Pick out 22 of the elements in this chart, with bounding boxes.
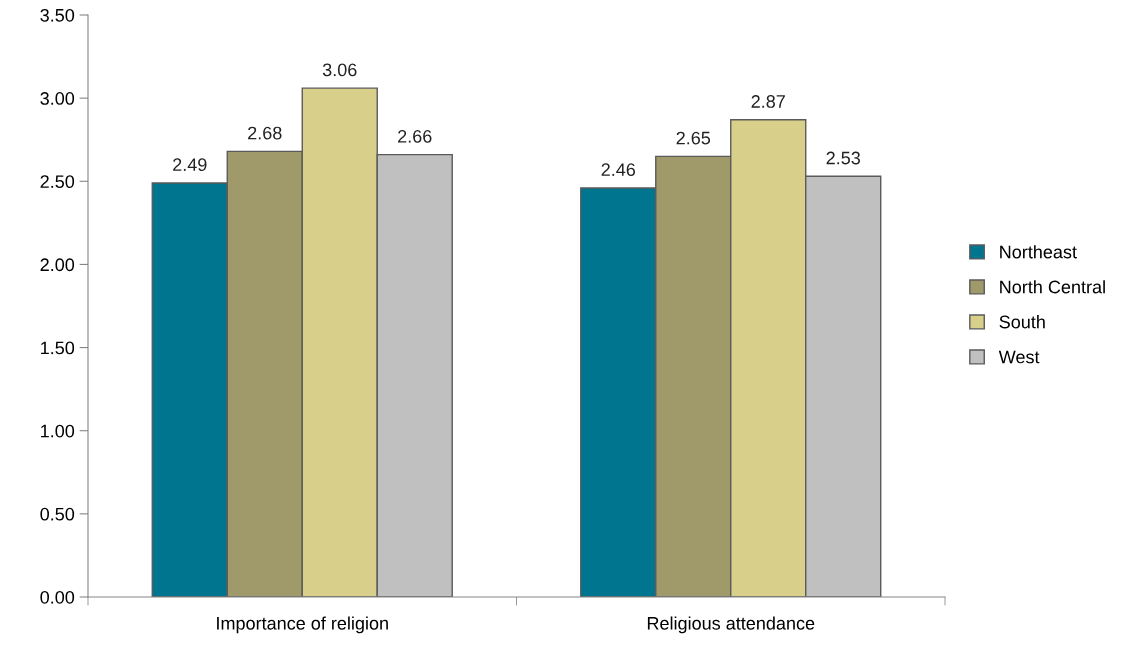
y-tick-label: 2.00 [40, 258, 75, 272]
y-tick-label: 1.50 [41, 341, 75, 355]
y-tick-label: 0.00 [40, 590, 75, 604]
data-label: 2.66 [398, 129, 432, 143]
legend-label: West [998, 350, 1040, 364]
y-tick-label: 1.00 [41, 424, 75, 438]
data-label: 3.06 [322, 63, 357, 77]
data-label: 2.49 [173, 158, 207, 172]
legend-label: Northeast [1000, 245, 1077, 259]
legend-label: South [999, 315, 1045, 329]
x-tick-label: Religious attendance [647, 616, 815, 634]
data-label: 2.46 [601, 163, 636, 177]
y-tick-label: 2.50 [40, 175, 75, 189]
y-tick-label: 0.50 [40, 507, 75, 521]
data-label: 2.65 [676, 131, 711, 145]
legend-label: North Central [1000, 280, 1105, 294]
y-tick-label: 3.00 [40, 92, 75, 105]
x-tick-label: Importance of religion [217, 616, 388, 634]
data-label: 2.87 [751, 95, 785, 108]
data-label: 2.68 [248, 126, 282, 140]
data-label: 2.53 [826, 151, 861, 165]
y-tick-label: 3.50 [40, 8, 75, 22]
